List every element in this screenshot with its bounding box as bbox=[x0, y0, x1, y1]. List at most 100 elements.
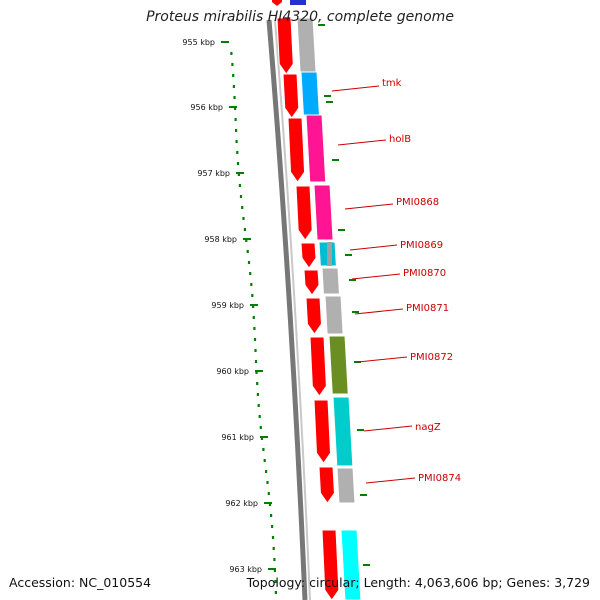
gc-skew-dot bbox=[246, 250, 249, 253]
cds-arrow-track bbox=[272, 0, 340, 600]
gc-skew-dot bbox=[238, 184, 241, 187]
gc-skew-dot bbox=[260, 437, 264, 440]
gc-skew-dot bbox=[268, 503, 272, 506]
gene-label: nagZ bbox=[415, 422, 441, 433]
cds-arrow bbox=[282, 73, 300, 119]
gene-leader-line bbox=[357, 356, 408, 363]
backbone-inner bbox=[274, 19, 311, 600]
cog-color-bar bbox=[324, 295, 344, 335]
gene-leader-line bbox=[363, 425, 413, 432]
map-title: Proteus mirabilis HI4320, complete genom… bbox=[146, 9, 454, 25]
gc-skew-dot bbox=[232, 85, 235, 88]
gc-skew-dot bbox=[254, 349, 257, 352]
gc-skew-dot bbox=[252, 305, 255, 308]
gc-skew-dot bbox=[249, 272, 252, 275]
gc-skew-dot bbox=[270, 514, 273, 517]
gc-skew-dot bbox=[267, 492, 270, 495]
gc-skew-dot bbox=[250, 283, 253, 286]
gene-labels: tmk holB PMI0868 PMI0869 PMI0870 PMI0871 PMI08… bbox=[331, 78, 461, 484]
gc-skew-dot bbox=[239, 195, 243, 198]
gc-skew-dot bbox=[234, 118, 237, 121]
gc-skew-dot bbox=[251, 294, 254, 297]
cds-arrow bbox=[287, 117, 306, 183]
cog-color-bar bbox=[328, 335, 349, 395]
kbp-scale: 955 kbp 956 kbp 957 kbp 958 kbp 959 kbp 960 k… bbox=[182, 38, 276, 574]
cds-arrow bbox=[276, 17, 294, 75]
gc-skew-dot bbox=[233, 96, 236, 99]
cog-color-bar bbox=[300, 71, 320, 116]
gene-label: PMI0872 bbox=[410, 352, 453, 363]
gene-leader-line bbox=[365, 477, 416, 484]
gc-skew-dot bbox=[247, 261, 251, 264]
gc-skew-dot bbox=[273, 569, 276, 572]
gc-skew-dot bbox=[253, 338, 257, 341]
gene-label: tmk bbox=[382, 78, 402, 89]
gc-skew-dot bbox=[257, 404, 260, 407]
gene-label: holB bbox=[389, 134, 411, 145]
gc-skew-dot bbox=[234, 107, 237, 110]
kbp-label: 962 kbp bbox=[225, 499, 258, 508]
gc-skew-dot bbox=[232, 74, 235, 77]
gc-content-ticks bbox=[318, 24, 370, 566]
gc-skew-dots bbox=[230, 52, 277, 594]
gc-skew-dot bbox=[271, 525, 274, 528]
gc-skew-dot bbox=[273, 558, 276, 561]
gene-label: PMI0869 bbox=[400, 240, 443, 251]
gc-skew-dot bbox=[262, 448, 265, 451]
gene-label: PMI0868 bbox=[396, 197, 439, 208]
color-bar-partial bbox=[290, 0, 306, 5]
gc-skew-dot bbox=[236, 151, 239, 154]
gc-skew-dot bbox=[235, 129, 238, 132]
gene-leader-line bbox=[337, 139, 387, 146]
cds-arrow-partial bbox=[272, 0, 282, 6]
cog-color-bar-thin bbox=[327, 242, 332, 266]
gene-leader-line bbox=[331, 85, 380, 92]
cds-arrow bbox=[300, 242, 317, 269]
kbp-label: 957 kbp bbox=[197, 169, 230, 178]
cds-arrow bbox=[295, 185, 313, 241]
cog-color-track bbox=[290, 0, 362, 600]
gc-skew-dot bbox=[255, 371, 258, 374]
gc-skew-dot bbox=[271, 536, 275, 539]
accession-text: Accession: NC_010554 bbox=[9, 575, 152, 590]
kbp-label: 958 kbp bbox=[204, 235, 237, 244]
gc-skew-dot bbox=[237, 173, 240, 176]
cog-color-bar bbox=[336, 467, 356, 504]
gene-label: PMI0874 bbox=[418, 473, 461, 484]
gc-skew-dot bbox=[266, 481, 269, 484]
cds-arrow bbox=[321, 529, 340, 600]
gc-skew-dot bbox=[230, 52, 233, 55]
gene-label: PMI0871 bbox=[406, 303, 449, 314]
cds-arrow bbox=[309, 336, 327, 397]
gc-skew-dot bbox=[256, 393, 259, 396]
cog-color-bar bbox=[305, 114, 327, 183]
cog-color-bar bbox=[340, 529, 362, 600]
gc-skew-dot bbox=[241, 206, 244, 209]
gene-leader-line bbox=[344, 203, 394, 210]
topology-text: Topology: circular; Length: 4,063,606 bp… bbox=[246, 575, 590, 590]
gene-leader-line bbox=[354, 308, 404, 315]
cds-arrow bbox=[303, 269, 320, 296]
gc-skew-dot bbox=[243, 228, 246, 231]
gc-skew-dot bbox=[265, 470, 268, 473]
cog-color-bar bbox=[332, 396, 354, 467]
gc-skew-dot bbox=[258, 415, 261, 418]
kbp-label: 959 kbp bbox=[211, 301, 244, 310]
gc-skew-dot bbox=[274, 580, 277, 583]
gene-label: PMI0870 bbox=[403, 268, 446, 279]
kbp-label: 961 kbp bbox=[221, 433, 254, 442]
gene-leader-line bbox=[349, 244, 398, 251]
gc-skew-dot bbox=[259, 426, 262, 429]
cds-arrow bbox=[305, 297, 322, 335]
kbp-label: 960 kbp bbox=[216, 367, 249, 376]
gc-skew-dot bbox=[253, 327, 256, 330]
genome-backbone bbox=[266, 19, 311, 600]
cds-arrow bbox=[318, 466, 335, 504]
gc-skew-dot bbox=[254, 360, 258, 363]
cog-color-bar bbox=[296, 17, 317, 73]
gc-skew-dot bbox=[256, 382, 259, 385]
gene-leader-line bbox=[351, 273, 401, 280]
cog-color-bar bbox=[321, 267, 340, 295]
